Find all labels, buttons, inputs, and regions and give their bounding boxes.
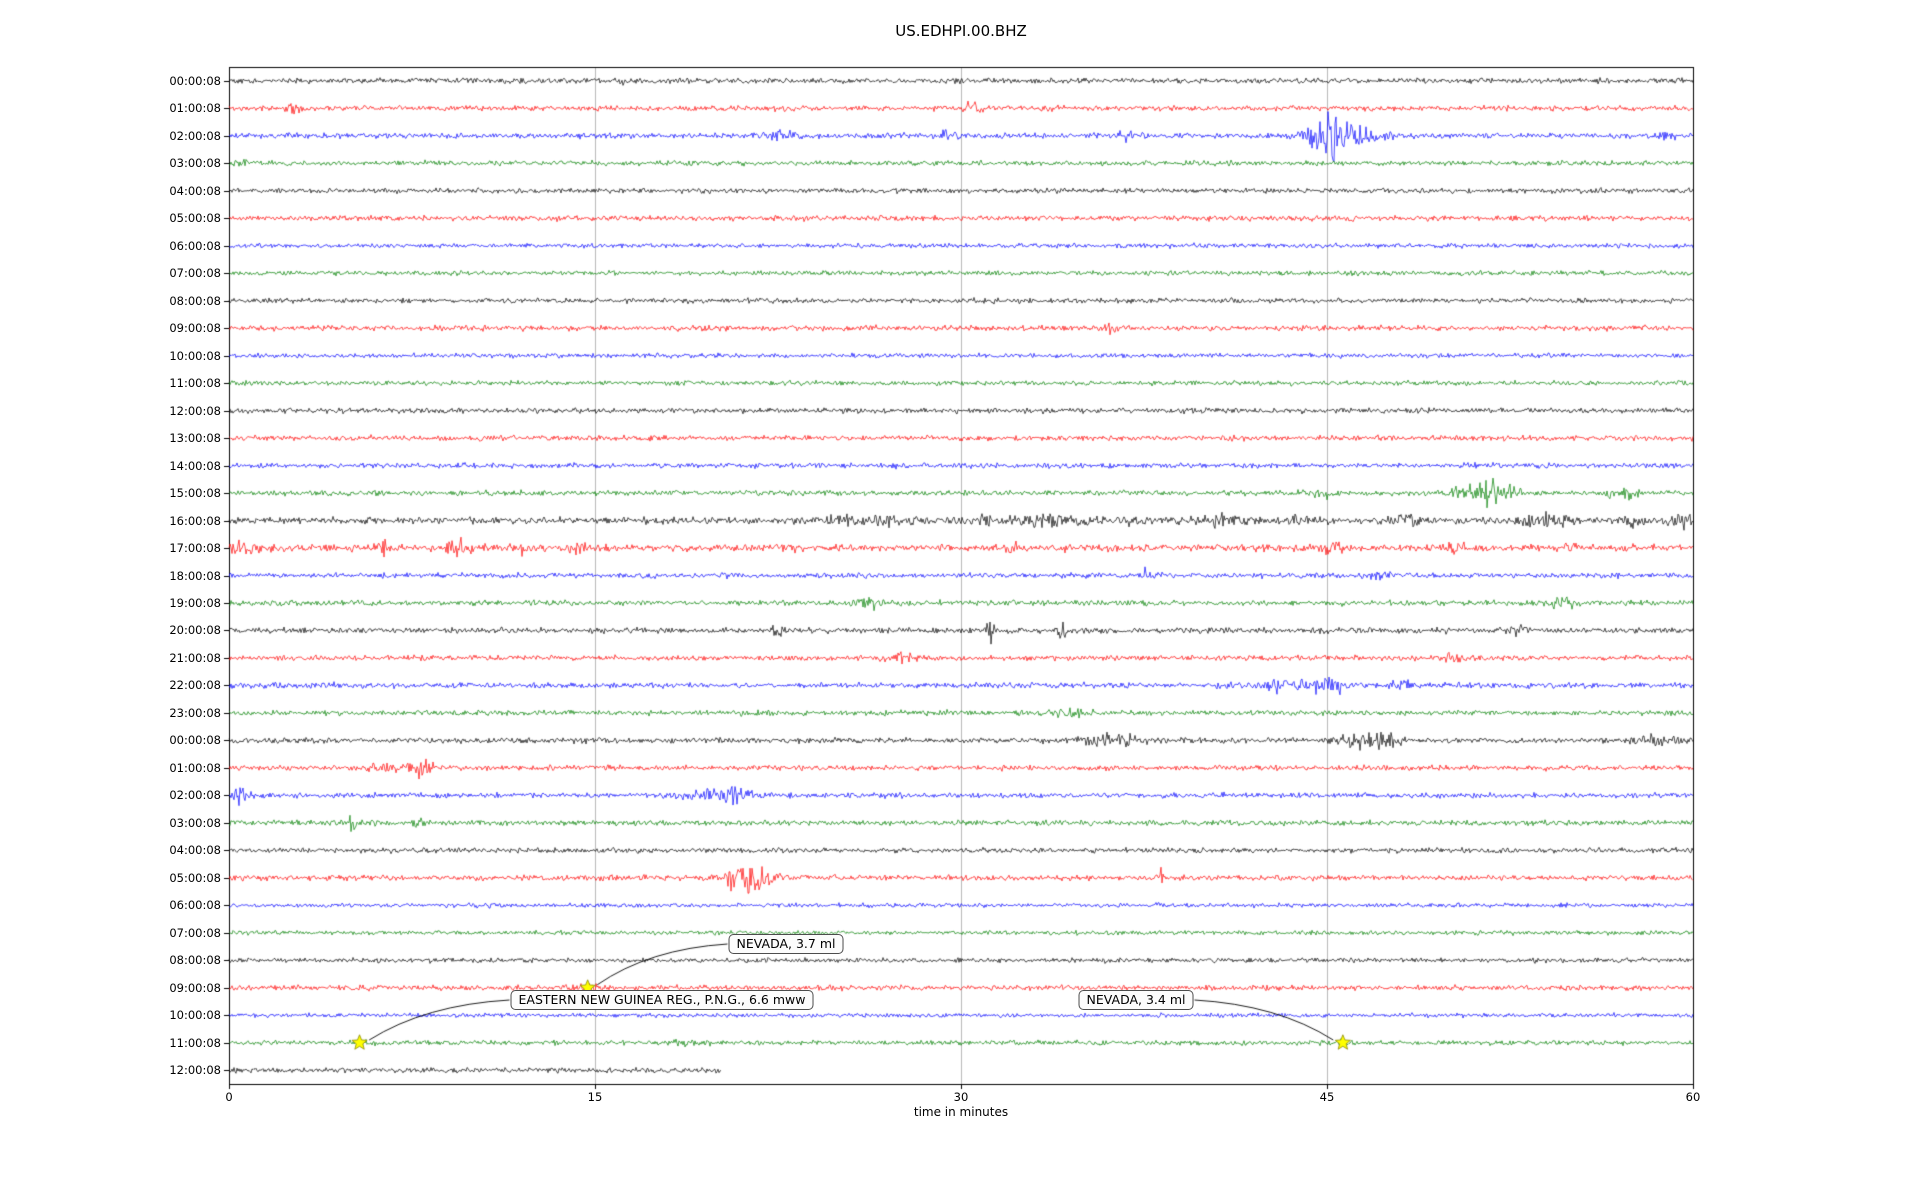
row-label: 05:00:08	[169, 870, 221, 885]
x-tick-label: 30	[953, 1090, 969, 1104]
row-label: 05:00:08	[169, 211, 221, 226]
row-label: 11:00:08	[169, 376, 221, 391]
row-label: 12:00:08	[169, 1063, 221, 1078]
row-label: 17:00:08	[169, 541, 221, 555]
row-label: 07:00:08	[169, 266, 221, 281]
row-label: 02:00:08	[169, 788, 221, 803]
row-label: 07:00:08	[169, 925, 221, 940]
row-label: 06:00:08	[169, 898, 221, 913]
row-label: 11:00:08	[169, 1035, 221, 1050]
row-label: 06:00:08	[169, 238, 221, 253]
row-label: 01:00:08	[169, 101, 221, 116]
row-label: 15:00:08	[169, 486, 221, 501]
x-tick-label: 0	[225, 1090, 233, 1104]
row-label: 13:00:08	[169, 431, 221, 446]
row-label: 04:00:08	[169, 183, 221, 198]
row-label: 03:00:08	[169, 815, 221, 830]
row-label: 23:00:08	[169, 705, 221, 720]
row-label: 03:00:08	[169, 156, 221, 171]
row-label: 16:00:08	[169, 513, 221, 528]
row-label: 01:00:08	[169, 760, 221, 775]
x-tick-label: 15	[587, 1090, 603, 1104]
x-axis-label: time in minutes	[913, 1105, 1009, 1119]
row-label: 00:00:08	[169, 733, 221, 748]
row-label: 08:00:08	[169, 293, 221, 308]
row-label: 20:00:08	[169, 623, 221, 638]
row-label: 22:00:08	[169, 678, 221, 693]
row-label: 12:00:08	[169, 403, 221, 418]
row-label: 10:00:08	[169, 348, 221, 363]
row-label: 02:00:08	[169, 128, 221, 143]
row-label: 00:00:08	[169, 73, 221, 88]
row-label: 09:00:08	[169, 980, 221, 995]
row-label: 18:00:08	[169, 568, 221, 583]
row-label: 04:00:08	[169, 843, 221, 858]
row-label: 09:00:08	[169, 321, 221, 336]
x-tick-label: 60	[1685, 1090, 1701, 1104]
row-label: 08:00:08	[169, 953, 221, 968]
chart-title: US.EDHPI.00.BHZ	[895, 22, 1027, 40]
row-label: 14:00:08	[169, 458, 221, 473]
row-label: 10:00:08	[169, 1008, 221, 1023]
row-label: 21:00:08	[169, 650, 221, 665]
x-tick-label: 45	[1319, 1090, 1335, 1104]
row-label: 19:00:08	[169, 595, 221, 610]
